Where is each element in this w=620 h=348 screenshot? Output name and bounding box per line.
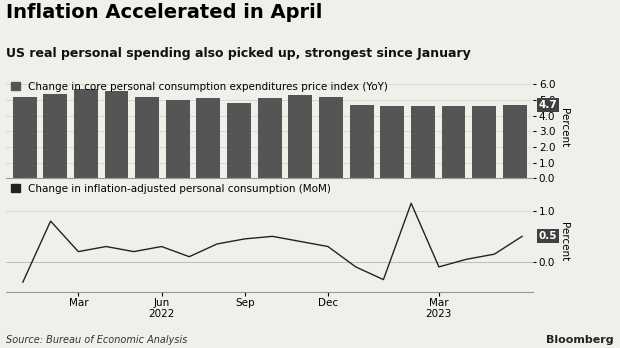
Text: 4.7: 4.7 <box>539 100 557 110</box>
Bar <box>227 103 251 178</box>
Y-axis label: Percent: Percent <box>559 222 569 261</box>
Bar <box>135 97 159 178</box>
Bar <box>380 106 404 178</box>
Bar <box>350 105 374 178</box>
Bar <box>197 98 220 178</box>
Legend: Change in inflation-adjusted personal consumption (MoM): Change in inflation-adjusted personal co… <box>11 183 331 193</box>
Legend: Change in core personal consumption expenditures price index (YoY): Change in core personal consumption expe… <box>11 82 388 92</box>
Bar <box>472 106 496 178</box>
Text: Source: Bureau of Economic Analysis: Source: Bureau of Economic Analysis <box>6 334 188 345</box>
Bar <box>74 89 98 178</box>
Bar <box>503 105 527 178</box>
Y-axis label: Percent: Percent <box>559 108 569 147</box>
Text: US real personal spending also picked up, strongest since January: US real personal spending also picked up… <box>6 47 471 60</box>
Text: Inflation Accelerated in April: Inflation Accelerated in April <box>6 3 322 23</box>
Bar <box>411 106 435 178</box>
Bar <box>166 100 190 178</box>
Bar <box>43 94 67 178</box>
Bar <box>258 98 281 178</box>
Bar <box>319 97 343 178</box>
Bar <box>12 97 37 178</box>
Bar <box>441 106 466 178</box>
Bar <box>288 95 312 178</box>
Bar <box>105 90 128 178</box>
Text: 0.5: 0.5 <box>539 231 557 242</box>
Text: Bloomberg: Bloomberg <box>546 334 614 345</box>
